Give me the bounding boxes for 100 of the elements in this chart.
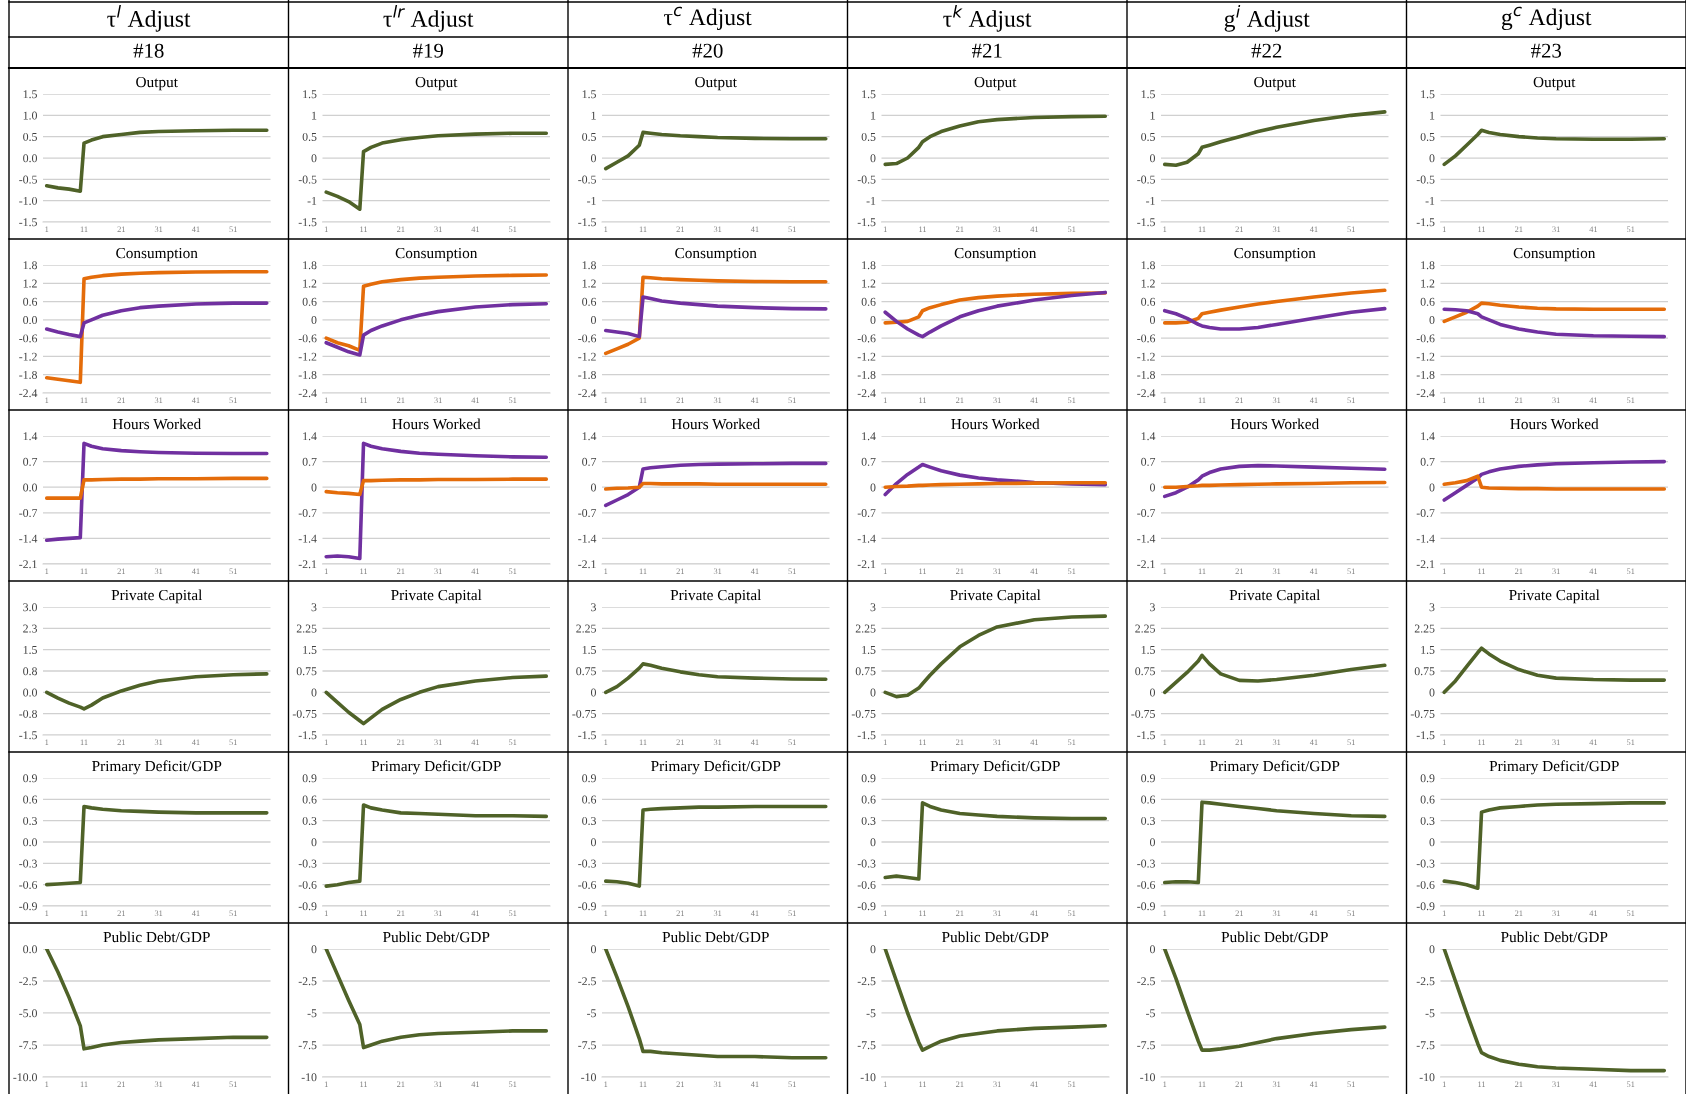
x-tick-label: 11 (639, 568, 647, 574)
x-tick-label: 51 (788, 739, 796, 746)
x-tick-label: 51 (1347, 568, 1355, 575)
line-series (324, 301, 549, 357)
y-tick-label: 0.0 (23, 316, 37, 325)
y-tick-label: -2.5 (578, 977, 596, 986)
x-tick-label: 41 (750, 226, 759, 232)
x-tick-label: 21 (397, 226, 405, 232)
x-tick-label: 21 (1235, 568, 1243, 574)
y-tick-label: -1.5 (857, 218, 876, 227)
x-tick-label: 11 (639, 739, 647, 745)
line-series (1162, 463, 1387, 499)
x-tick-label: 21 (1235, 1081, 1243, 1087)
x-tick-label: 51 (509, 397, 517, 404)
y-tick-label: 1.4 (1421, 432, 1435, 441)
line-series (1162, 949, 1387, 1052)
y-tick-label: -0.9 (298, 902, 317, 911)
y-tick-label: 0 (870, 154, 876, 163)
y-tick-label: -1.8 (857, 370, 876, 379)
y-tick-label: 0 (870, 316, 876, 325)
y-tick-label: -0.7 (857, 509, 876, 518)
y-tick-label: 0 (590, 483, 596, 492)
y-tick-label: -10 (860, 1073, 876, 1082)
y-tick-label: -0.5 (578, 175, 596, 184)
chart-title: Primary Deficit/GDP (651, 760, 781, 775)
y-tick-label: -1.2 (1137, 352, 1155, 361)
line-series (1442, 646, 1667, 695)
text: #20 (692, 43, 723, 58)
x-tick-label: 41 (1309, 397, 1318, 403)
x-tick-label: 41 (1309, 910, 1318, 916)
x-tick-label: 21 (1515, 226, 1523, 232)
y-tick-label: 0.75 (296, 667, 317, 676)
x-tick-label: 1 (604, 568, 608, 574)
y-tick-label: 0.3 (582, 816, 596, 825)
line-series (603, 295, 828, 339)
line-series (324, 477, 549, 497)
line-series (1442, 949, 1667, 1073)
chart-title: Primary Deficit/GDP (930, 760, 1060, 775)
line-series (1442, 474, 1667, 491)
x-tick-label: 11 (639, 910, 647, 916)
chart-title: Output (695, 76, 737, 91)
y-tick-label: -2.1 (578, 560, 596, 569)
x-tick-label: 41 (1309, 226, 1318, 232)
x-tick-label: 11 (919, 1081, 927, 1087)
x-tick-label: 11 (919, 739, 927, 745)
y-tick-label: 0 (590, 945, 596, 954)
y-tick-label: 0 (1429, 945, 1435, 954)
chart-title: Hours Worked (1510, 418, 1599, 430)
y-tick-label: -1 (866, 196, 876, 205)
y-tick-label: 0 (311, 483, 317, 492)
y-tick-label: -1.5 (578, 731, 596, 740)
y-tick-label: 0.6 (582, 297, 597, 306)
y-tick-label: 0.6 (1420, 795, 1435, 804)
x-tick-label: 51 (1627, 226, 1635, 233)
x-tick-label: 1 (1163, 226, 1167, 232)
x-tick-label: 51 (509, 739, 517, 746)
y-tick-label: 0.75 (1135, 667, 1155, 676)
y-tick-label: 0 (1429, 688, 1435, 697)
x-tick-label: 31 (154, 226, 163, 233)
x-tick-label: 41 (191, 1081, 200, 1087)
y-tick-label: 1.8 (1141, 261, 1155, 270)
x-tick-label: 41 (191, 568, 200, 574)
x-tick-label: 41 (750, 397, 759, 403)
chart-title: Private Capital (391, 589, 482, 604)
y-tick-label: -0.3 (578, 859, 596, 868)
y-tick-label: -1.5 (298, 731, 317, 740)
y-tick-label: -0.7 (1137, 509, 1156, 518)
y-tick-label: 1.4 (303, 432, 317, 441)
x-tick-label: 31 (1552, 568, 1560, 575)
y-tick-label: 1.8 (582, 261, 596, 270)
y-tick-label: -0.9 (1137, 902, 1155, 911)
text: #21 (972, 43, 1002, 58)
y-tick-label: 1.2 (582, 279, 596, 288)
x-tick-label: 41 (191, 739, 200, 745)
y-tick-label: -0.3 (19, 859, 37, 868)
x-tick-label: 51 (229, 910, 237, 917)
x-tick-label: 31 (434, 910, 442, 917)
y-tick-label: 0 (590, 316, 596, 325)
x-tick-label: 21 (956, 910, 964, 916)
y-tick-label: 0 (870, 945, 876, 954)
y-tick-label: -0.9 (578, 902, 596, 911)
y-tick-label: 1.5 (23, 645, 37, 654)
x-tick-label: 51 (1068, 397, 1076, 404)
chart-title: Consumption (954, 247, 1037, 262)
line-series (603, 662, 828, 695)
x-tick-label: 1 (1442, 1081, 1446, 1087)
y-tick-label: -1.4 (298, 534, 317, 543)
y-tick-label: 0.8 (23, 667, 37, 676)
y-tick-label: -2.5 (857, 977, 876, 986)
x-tick-label: 11 (639, 226, 647, 232)
line-series (1442, 128, 1667, 167)
y-tick-label: 0 (1149, 483, 1155, 492)
x-tick-label: 11 (919, 568, 927, 574)
x-tick-label: 21 (676, 1081, 684, 1087)
x-tick-label: 1 (45, 739, 49, 745)
y-tick-label: 0.3 (1141, 816, 1155, 825)
x-tick-label: 51 (1347, 397, 1355, 404)
y-tick-label: -1.8 (1137, 370, 1155, 379)
chart-title: Output (1533, 76, 1576, 91)
text: τ$^{k}$ Adjust (943, 5, 1032, 32)
